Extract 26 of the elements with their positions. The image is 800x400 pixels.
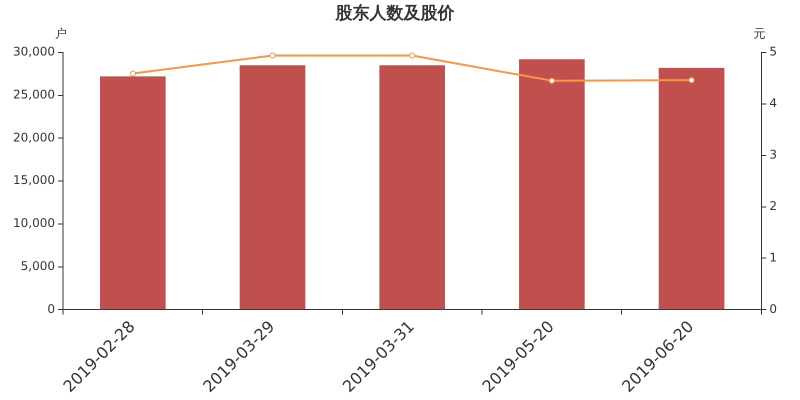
y2-tick-label: 4 [769, 96, 778, 110]
y2-tick-label: 0 [769, 302, 778, 316]
y-axis-title: 户 [54, 26, 67, 41]
y-tick-label: 25,000 [12, 87, 55, 102]
bar [519, 59, 585, 310]
bar [658, 68, 724, 310]
bar [100, 76, 166, 310]
point [548, 78, 555, 84]
y-tick-label: 5,000 [20, 258, 55, 273]
y-tick-label: 0 [47, 302, 55, 316]
chart-title: 股东人数及股价 [334, 4, 456, 24]
point [409, 52, 416, 58]
y2-axis-title: 元 [753, 26, 766, 41]
y2-tick-label: 3 [769, 147, 778, 162]
bar [240, 65, 306, 310]
y2-tick-label: 5 [769, 44, 778, 59]
point [270, 52, 276, 58]
bar [379, 65, 445, 310]
y-tick-label: 15,000 [12, 173, 55, 188]
point [688, 77, 695, 84]
y-tick-label: 30,000 [12, 44, 55, 59]
point [130, 70, 136, 76]
y-tick-label: 10,000 [12, 216, 55, 230]
y2-tick-label: 2 [769, 198, 778, 213]
y2-tick-label: 1 [769, 250, 778, 264]
y-tick-label: 20,000 [12, 130, 55, 144]
